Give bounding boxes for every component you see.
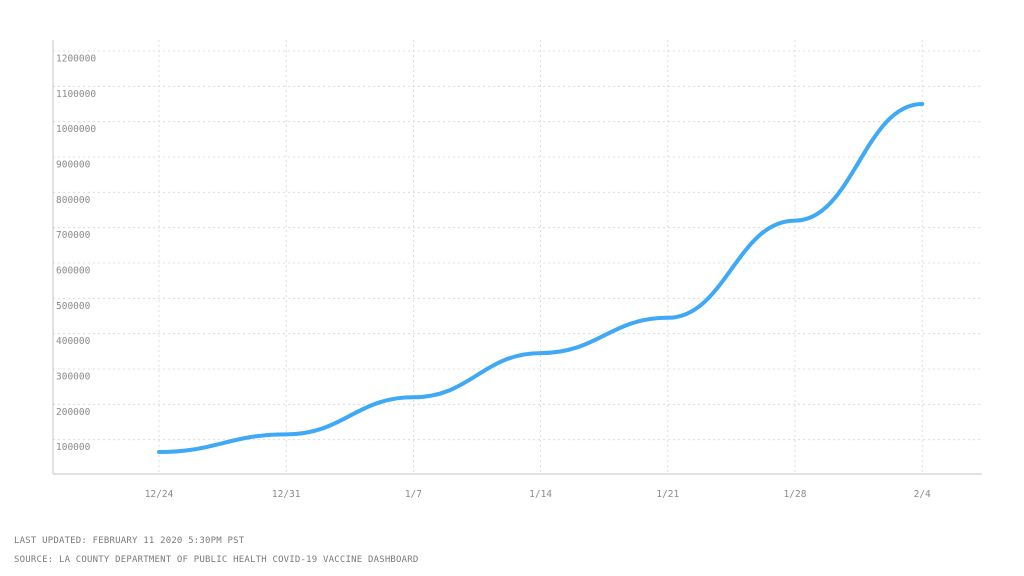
x-tick-label: 1/28 xyxy=(784,489,807,500)
chart-series xyxy=(157,102,925,455)
source-note: SOURCE: LA COUNTY DEPARTMENT OF PUBLIC H… xyxy=(14,555,419,565)
series-line xyxy=(157,102,925,455)
chart-grid xyxy=(53,40,982,474)
y-tick-label: 1200000 xyxy=(56,54,96,65)
x-tick-label: 1/14 xyxy=(529,489,552,500)
y-axis-ticks: 100000 200000 300000 400000 500000 600000 7000… xyxy=(56,54,96,454)
y-tick-label: 1100000 xyxy=(56,89,96,100)
y-tick-label: 500000 xyxy=(56,301,91,312)
x-axis-ticks: 12/24 12/31 1/7 1/14 1/21 1/28 2/4 xyxy=(145,489,931,500)
y-tick-label: 100000 xyxy=(56,442,91,453)
y-tick-label: 400000 xyxy=(56,336,91,347)
y-tick-label: 300000 xyxy=(56,372,91,383)
x-tick-label: 12/24 xyxy=(145,489,174,500)
x-tick-label: 1/7 xyxy=(405,489,422,500)
y-tick-label: 700000 xyxy=(56,230,91,241)
y-tick-label: 200000 xyxy=(56,407,91,418)
y-tick-label: 600000 xyxy=(56,266,91,277)
x-tick-label: 1/21 xyxy=(656,489,679,500)
last-updated-note: LAST UPDATED: FEBRUARY 11 2020 5:30PM PS… xyxy=(14,536,245,546)
chart-axes xyxy=(52,40,982,475)
y-tick-label: 800000 xyxy=(56,195,91,206)
y-tick-label: 900000 xyxy=(56,160,91,171)
x-tick-label: 12/31 xyxy=(272,489,301,500)
x-tick-label: 2/4 xyxy=(914,489,931,500)
y-tick-label: 1000000 xyxy=(56,124,96,135)
